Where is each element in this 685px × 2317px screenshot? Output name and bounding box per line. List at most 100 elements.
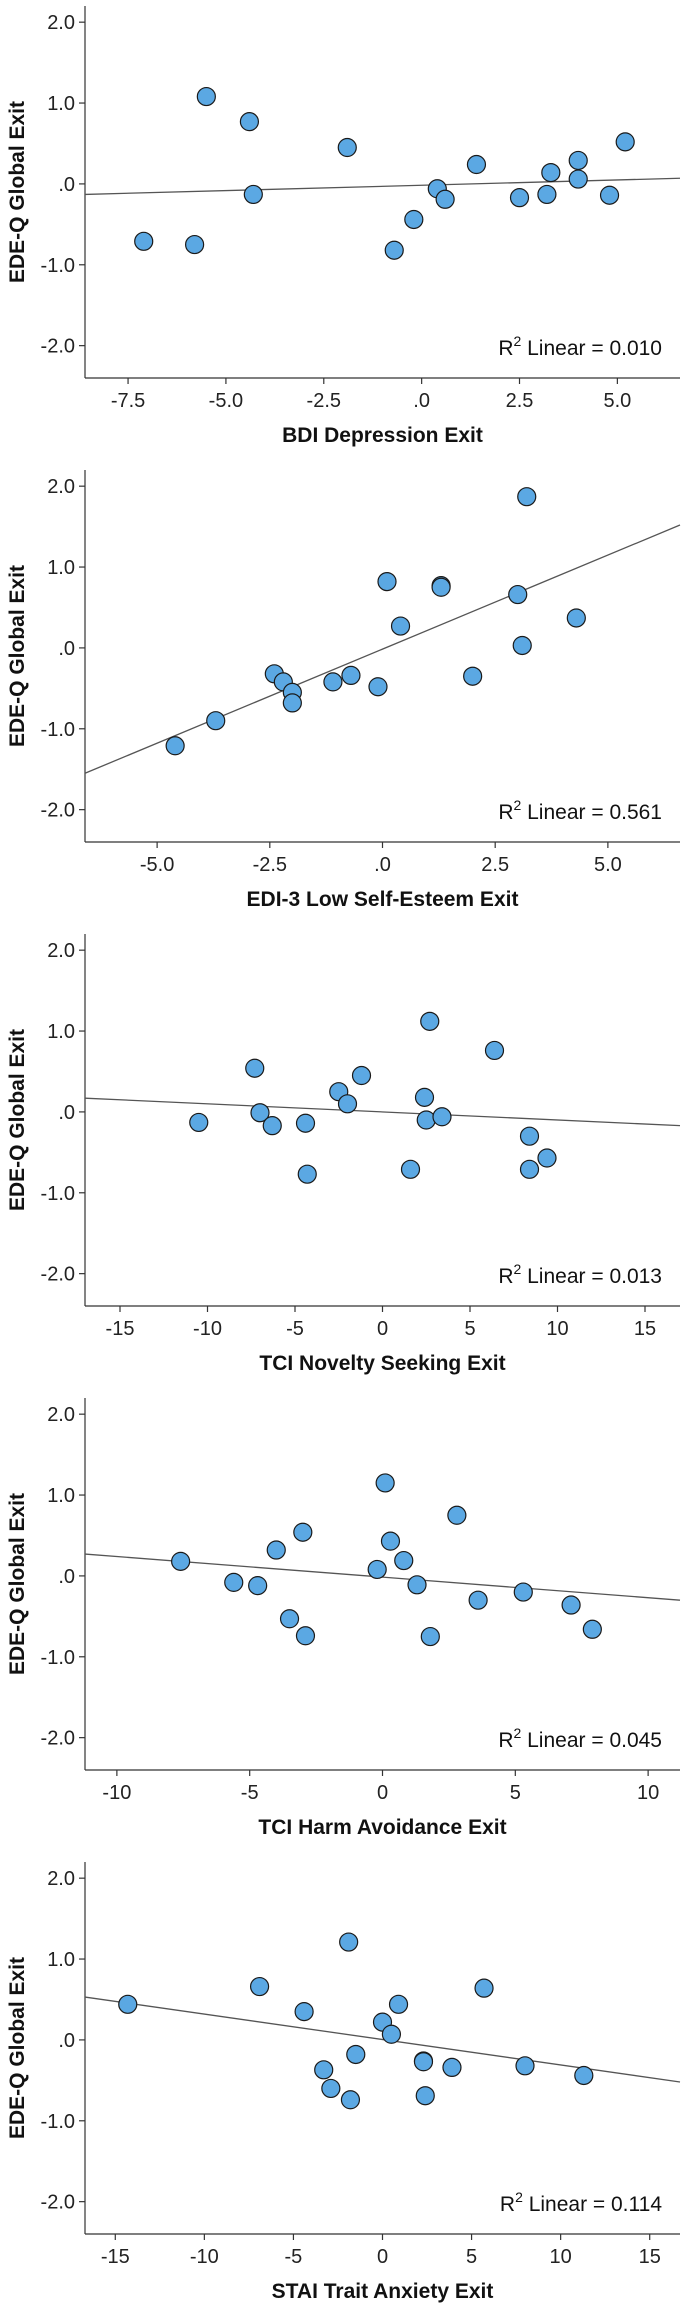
chart-0-y-tick-label: 2.0: [47, 12, 75, 34]
chart-3-data-point: [295, 1626, 316, 1646]
chart-4-x-tick-label: -10: [190, 2246, 219, 2268]
chart-4-data-point: [118, 1994, 138, 2014]
chart-2-data-point: [420, 1011, 440, 1031]
scatter-panel-stai: 2.0 1.0 .0 -1.0 -2.0 -15 -10 -5 0 5 10 15 R2 Linear …: [0, 1856, 685, 2316]
chart-3-data-point: [279, 1609, 300, 1629]
chart-4-x-tick-label: -15: [101, 2246, 130, 2268]
chart-0-data-point: [537, 184, 557, 205]
chart-1-y-axis-title: EDE-Q Global Exit: [6, 565, 29, 747]
chart-0-x-tick-label: -2.5: [307, 390, 341, 412]
chart-0-y-tick-label: 1.0: [47, 93, 75, 115]
chart-0-data-point: [541, 162, 561, 183]
chart-1-data-point: [341, 665, 361, 686]
chart-0-data-point: [185, 234, 205, 255]
chart-2-data-point: [189, 1112, 209, 1133]
chart-svg-stai: 2.0 1.0 .0 -1.0 -2.0 -15 -10 -5 0 5 10 15 R2 Linear …: [6, 1862, 681, 2303]
chart-svg-edi3: 2.0 1.0 .0 -1.0 -2.0 -5.0 -2.5 .0 2.5 5.0 R2 Linea…: [6, 470, 681, 911]
chart-4-x-tick-label: 10: [550, 2246, 572, 2268]
chart-0-x-tick-label: -7.5: [111, 390, 145, 412]
chart-4-data-point: [515, 2056, 535, 2076]
chart-1-data-point: [508, 584, 528, 605]
chart-2-x-axis-title: TCI Novelty Seeking Exit: [259, 1352, 505, 1375]
chart-0-x-tick-label: 5.0: [603, 390, 631, 412]
chart-0-fit-line: [84, 177, 681, 196]
chart-4-data-point: [339, 1932, 359, 1952]
chart-1-y-tick-label: .0: [58, 638, 75, 660]
chart-1-x-tick-label: -2.5: [253, 854, 287, 876]
chart-0-data-point: [568, 169, 588, 189]
scatter-panel-novelty: 2.0 1.0 .0 -1.0 -2.0 -15 -10 -5 0 5 10 15 R2 Linear …: [0, 928, 685, 1388]
chart-3-data-point: [224, 1572, 244, 1592]
chart-3-data-point: [407, 1575, 427, 1595]
chart-3-data-point: [468, 1590, 488, 1610]
chart-0-data-point: [404, 209, 424, 230]
chart-0-x-axis-title: BDI Depression Exit: [282, 424, 483, 447]
chart-2-data-point: [245, 1058, 265, 1078]
chart-0-data-point: [196, 86, 216, 107]
chart-0-y-axis-title: EDE-Q Global Exit: [6, 101, 29, 283]
chart-0-data-point: [243, 184, 263, 205]
chart-3-data-point: [375, 1473, 395, 1493]
chart-3-y-tick-label: -2.0: [41, 1728, 75, 1750]
chart-2-x-tick-label: 15: [634, 1318, 656, 1340]
chart-0-x-tick-label: 2.5: [506, 390, 534, 412]
scatter-panel-edi3: 2.0 1.0 .0 -1.0 -2.0 -5.0 -2.5 .0 2.5 5.0 R2 Linea…: [0, 464, 685, 924]
chart-3-x-tick-label: 10: [637, 1782, 659, 1804]
chart-3-x-tick-label: 5: [510, 1782, 521, 1804]
chart-3-data-point: [420, 1626, 440, 1647]
chart-4-y-tick-label: 1.0: [47, 1949, 75, 1971]
chart-2-y-tick-label: -2.0: [41, 1264, 75, 1286]
chart-3-x-axis-title: TCI Harm Avoidance Exit: [258, 1816, 506, 1839]
chart-1-fit-line: [84, 524, 681, 774]
chart-4-data-point: [314, 2060, 334, 2080]
chart-1-data-point: [165, 736, 185, 756]
chart-2-x-tick-label: -10: [193, 1318, 222, 1340]
chart-3-y-axis-title: EDE-Q Global Exit: [6, 1493, 29, 1675]
chart-4-y-tick-label: 2.0: [47, 1868, 75, 1890]
chart-4-data-point: [413, 2052, 434, 2072]
chart-3-y-tick-label: 1.0: [47, 1485, 75, 1507]
chart-3-y-tick-label: -1.0: [41, 1647, 75, 1669]
chart-0-data-point: [599, 185, 620, 205]
chart-2-fit-line: [84, 1097, 681, 1127]
chart-2-y-axis-title: EDE-Q Global Exit: [6, 1029, 29, 1211]
chart-0-data-point: [337, 137, 357, 158]
chart-4-y-tick-label: -2.0: [41, 2192, 75, 2214]
chart-3-data-point: [561, 1595, 581, 1615]
chart-2-data-point: [250, 1103, 270, 1123]
chart-3-y-tick-label: 2.0: [47, 1404, 75, 1426]
chart-3-data-point: [380, 1531, 401, 1551]
chart-2-r2-annotation: R2 Linear = 0.013: [498, 1261, 662, 1288]
chart-2-data-point: [400, 1159, 421, 1179]
chart-1-y-tick-label: -2.0: [41, 800, 75, 822]
chart-1-data-point: [368, 677, 388, 697]
chart-0-data-point: [568, 150, 588, 171]
chart-2-data-point: [519, 1159, 540, 1179]
chart-2-y-tick-label: 1.0: [47, 1021, 75, 1043]
chart-1-x-tick-label: .0: [374, 854, 391, 876]
chart-1-x-tick-label: 2.5: [481, 854, 509, 876]
chart-4-y-tick-label: .0: [58, 2030, 75, 2052]
chart-1-data-point: [431, 577, 451, 597]
chart-4-x-tick-label: 5: [466, 2246, 477, 2268]
chart-2-data-point: [484, 1040, 505, 1061]
chart-3-x-tick-label: -10: [102, 1782, 131, 1804]
chart-4-data-point: [442, 2057, 462, 2078]
chart-4-x-axis-title: STAI Trait Anxiety Exit: [272, 2280, 494, 2303]
chart-2-x-tick-label: -15: [106, 1318, 135, 1340]
chart-4-data-point: [574, 2065, 594, 2086]
chart-3-data-point: [447, 1505, 467, 1525]
chart-2-data-point: [519, 1126, 540, 1146]
chart-svg-novelty: 2.0 1.0 .0 -1.0 -2.0 -15 -10 -5 0 5 10 15 R2 Linear …: [6, 934, 681, 1375]
chart-3-data-point: [248, 1576, 268, 1596]
chart-0-data-point: [239, 112, 260, 132]
chart-0-x-tick-label: .0: [413, 390, 430, 412]
chart-0-x-tick-label: -5.0: [209, 390, 243, 412]
chart-4-r2-annotation: R2 Linear = 0.114: [500, 2189, 662, 2216]
chart-0-r2-annotation: R2 Linear = 0.010: [498, 333, 662, 360]
chart-3-y-tick-label: .0: [58, 1566, 75, 1588]
chart-1-r2-annotation: R2 Linear = 0.561: [498, 797, 662, 824]
chart-2-data-point: [351, 1065, 372, 1086]
chart-3-r2-annotation: R2 Linear = 0.045: [498, 1725, 662, 1752]
chart-4-data-point: [388, 1994, 409, 2014]
